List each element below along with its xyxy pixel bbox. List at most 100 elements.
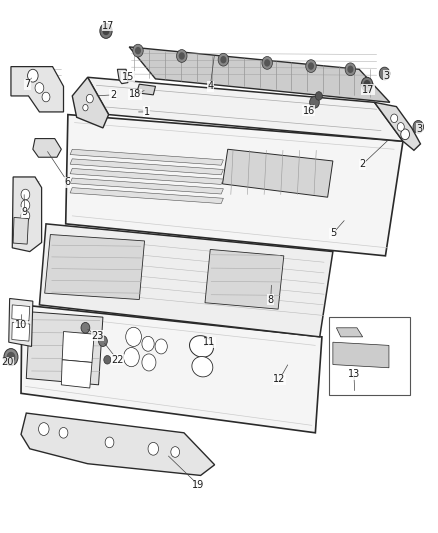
Text: 22: 22 — [111, 355, 124, 365]
Text: 13: 13 — [348, 369, 360, 379]
Circle shape — [347, 66, 353, 73]
Circle shape — [308, 62, 314, 70]
Circle shape — [179, 52, 185, 60]
Polygon shape — [374, 102, 420, 150]
Circle shape — [35, 83, 44, 93]
Circle shape — [81, 322, 90, 333]
Polygon shape — [336, 328, 363, 337]
Ellipse shape — [190, 336, 213, 357]
Text: 18: 18 — [129, 90, 141, 99]
Circle shape — [177, 50, 187, 62]
Text: 17: 17 — [102, 21, 115, 30]
Text: 3: 3 — [417, 124, 423, 134]
Circle shape — [28, 69, 38, 82]
Polygon shape — [223, 149, 333, 197]
Polygon shape — [12, 177, 42, 252]
Polygon shape — [62, 332, 94, 362]
Polygon shape — [12, 322, 30, 341]
Text: 16: 16 — [303, 106, 315, 116]
Polygon shape — [21, 413, 215, 475]
Circle shape — [155, 339, 167, 354]
Circle shape — [391, 114, 398, 123]
Text: 10: 10 — [15, 320, 27, 330]
Circle shape — [21, 211, 30, 221]
Polygon shape — [117, 69, 128, 84]
Text: 3: 3 — [383, 71, 389, 80]
Polygon shape — [21, 305, 322, 433]
Text: 5: 5 — [330, 229, 336, 238]
Polygon shape — [72, 77, 109, 128]
Circle shape — [315, 92, 322, 100]
Circle shape — [171, 447, 180, 457]
Polygon shape — [45, 235, 145, 300]
Circle shape — [142, 336, 154, 351]
Circle shape — [148, 442, 159, 455]
Text: 2: 2 — [360, 159, 366, 169]
Polygon shape — [39, 224, 333, 337]
Circle shape — [220, 56, 226, 63]
Circle shape — [4, 349, 18, 366]
Circle shape — [124, 348, 139, 367]
Polygon shape — [70, 178, 223, 194]
Circle shape — [102, 27, 110, 35]
Polygon shape — [137, 84, 155, 95]
Circle shape — [133, 44, 143, 57]
Polygon shape — [205, 249, 284, 309]
Polygon shape — [11, 67, 64, 112]
Circle shape — [105, 437, 114, 448]
Circle shape — [7, 352, 15, 362]
Circle shape — [264, 59, 270, 67]
Circle shape — [218, 53, 229, 66]
Circle shape — [39, 423, 49, 435]
Text: 8: 8 — [268, 295, 274, 304]
Circle shape — [83, 104, 88, 111]
Circle shape — [401, 129, 410, 140]
Text: 2: 2 — [110, 90, 116, 100]
Text: 17: 17 — [362, 85, 374, 94]
Text: 23: 23 — [91, 331, 103, 341]
Circle shape — [306, 60, 316, 72]
Polygon shape — [61, 360, 92, 388]
Polygon shape — [26, 312, 103, 385]
Circle shape — [59, 427, 68, 438]
Circle shape — [361, 77, 373, 91]
Text: 1: 1 — [144, 107, 150, 117]
Polygon shape — [129, 47, 390, 102]
Circle shape — [310, 96, 319, 108]
Polygon shape — [70, 188, 223, 204]
Polygon shape — [13, 217, 28, 244]
Circle shape — [397, 123, 404, 131]
Circle shape — [262, 56, 272, 69]
Polygon shape — [12, 305, 30, 321]
Text: 7: 7 — [25, 79, 31, 89]
Polygon shape — [333, 342, 389, 368]
Text: 20: 20 — [1, 358, 13, 367]
Polygon shape — [70, 149, 223, 165]
Circle shape — [135, 47, 141, 54]
Circle shape — [379, 67, 390, 80]
Circle shape — [21, 200, 30, 211]
Ellipse shape — [192, 357, 213, 377]
Polygon shape — [88, 77, 403, 141]
Circle shape — [345, 63, 356, 76]
Circle shape — [126, 327, 141, 346]
Text: 4: 4 — [207, 82, 213, 91]
Polygon shape — [70, 168, 223, 184]
Polygon shape — [66, 115, 403, 256]
Circle shape — [100, 23, 112, 38]
Text: 6: 6 — [65, 177, 71, 187]
Polygon shape — [9, 298, 33, 346]
Text: 9: 9 — [21, 207, 28, 217]
Circle shape — [42, 92, 50, 102]
Circle shape — [99, 336, 107, 346]
Circle shape — [21, 189, 30, 200]
Text: 12: 12 — [273, 375, 286, 384]
Text: 19: 19 — [192, 480, 205, 490]
Text: 11: 11 — [203, 337, 215, 347]
Polygon shape — [70, 159, 223, 175]
Circle shape — [364, 80, 371, 88]
Circle shape — [413, 120, 424, 133]
Circle shape — [142, 354, 156, 371]
Circle shape — [86, 94, 93, 103]
Circle shape — [104, 356, 111, 364]
